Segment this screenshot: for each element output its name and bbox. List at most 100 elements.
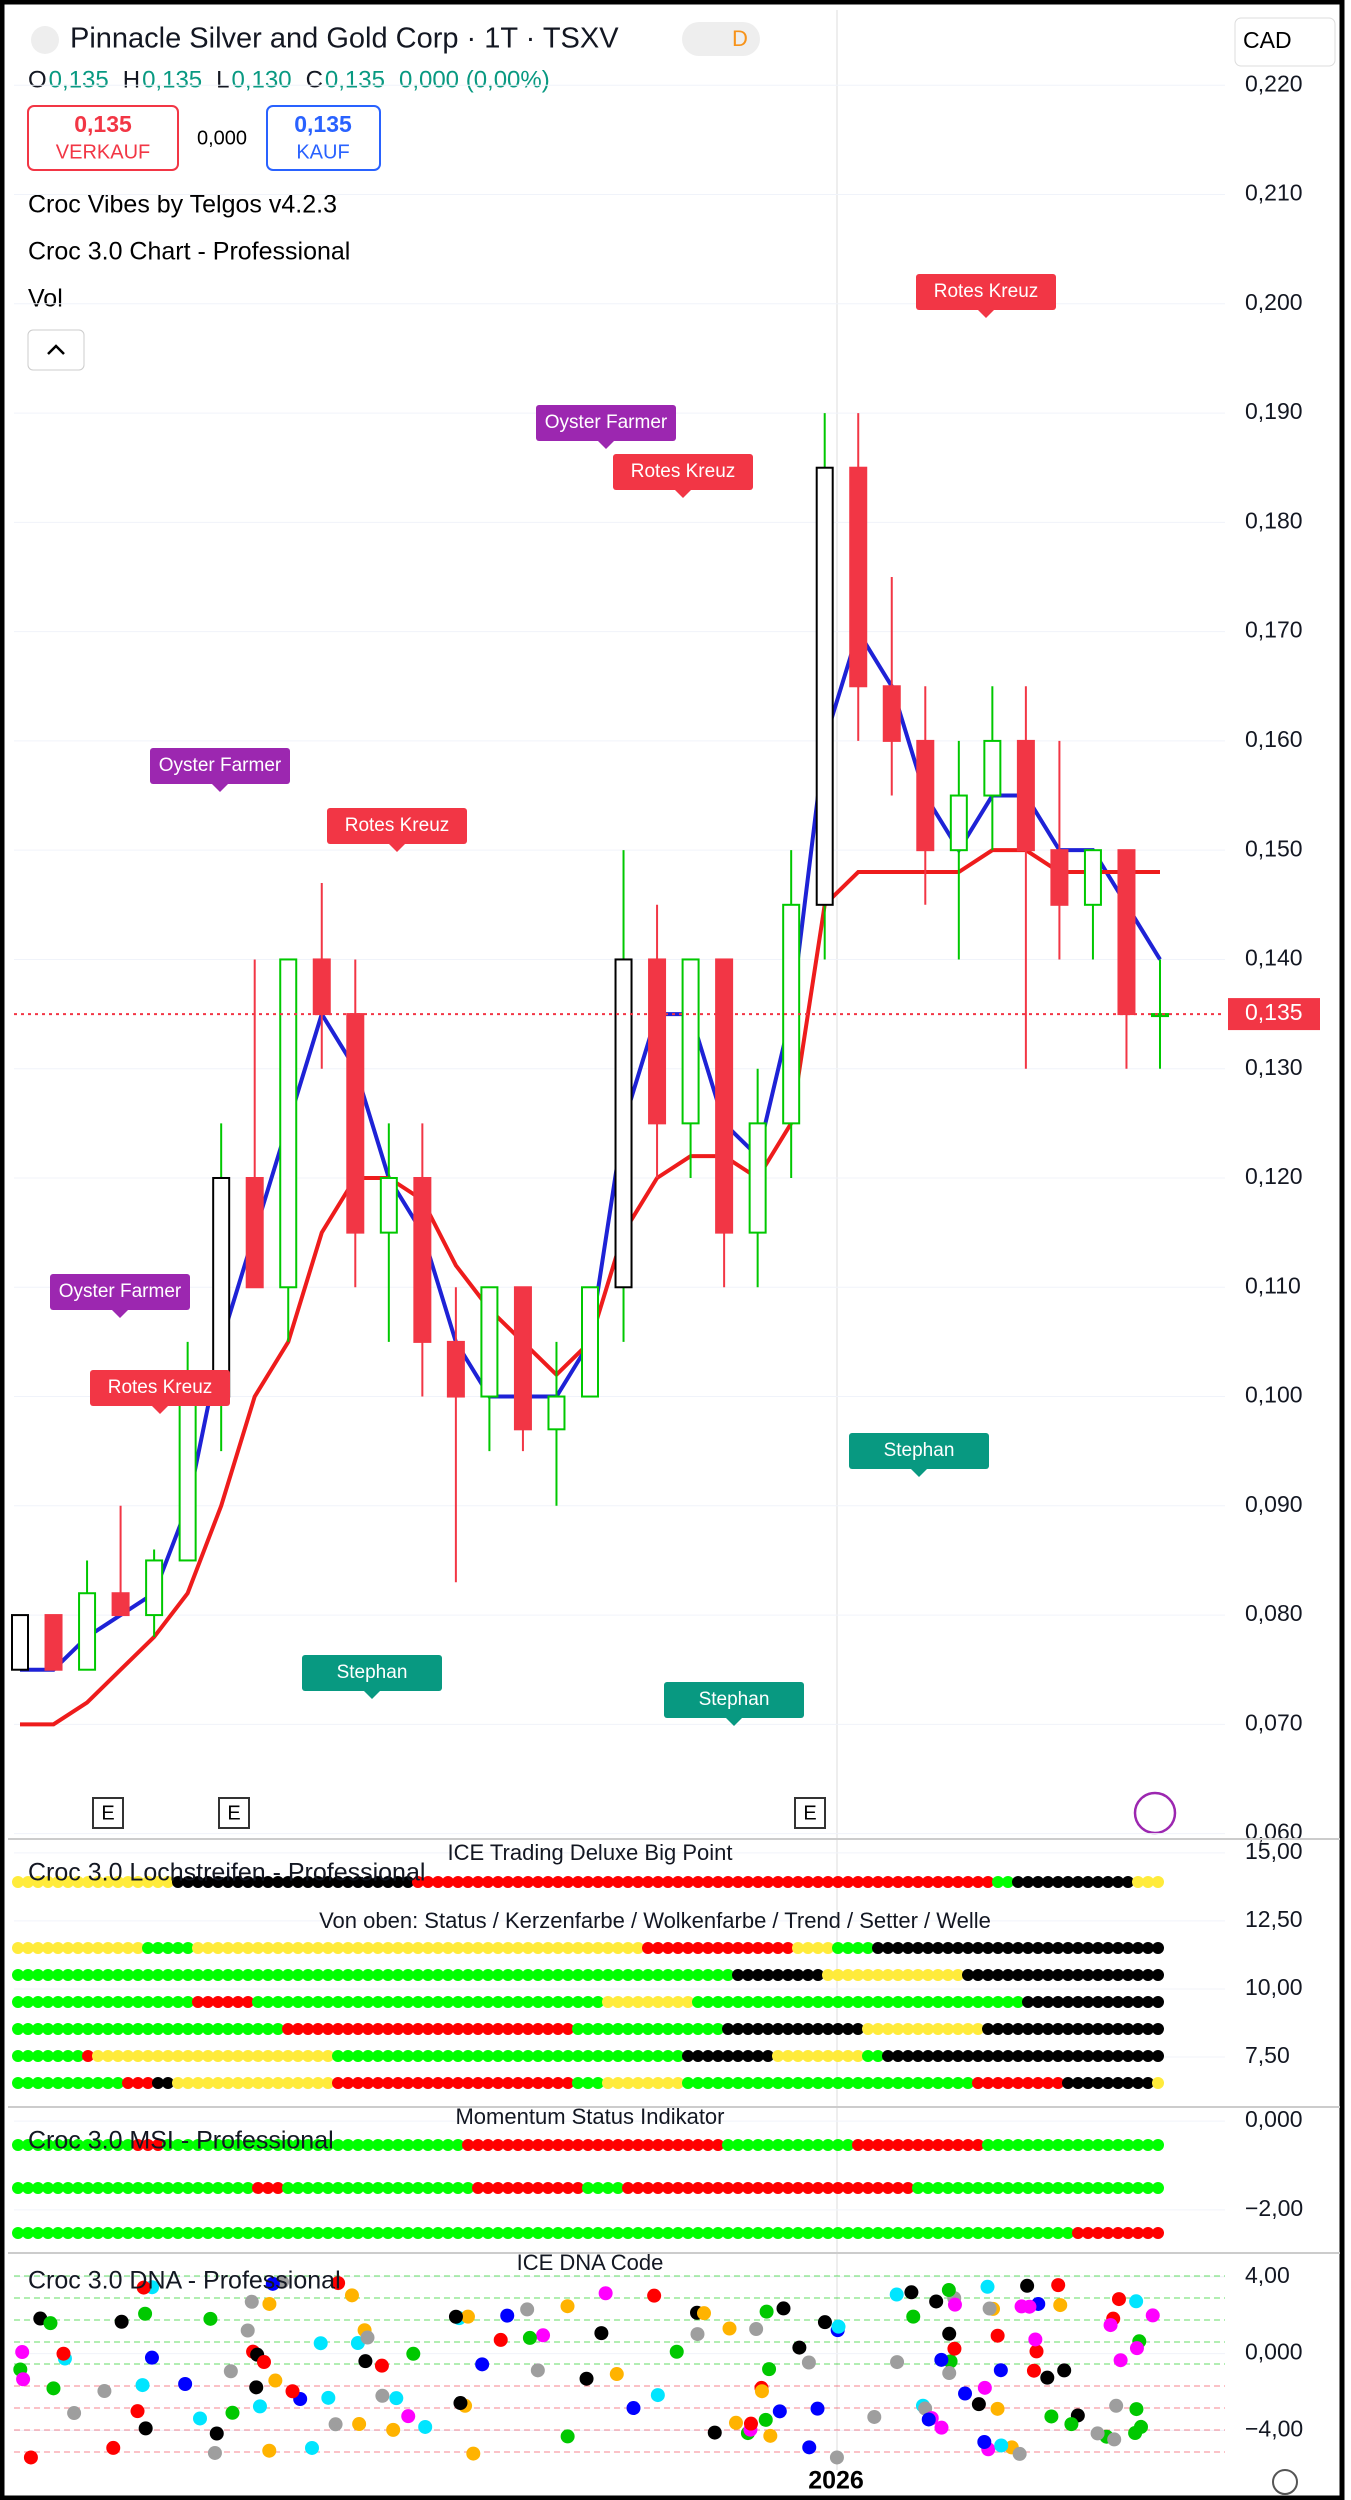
state-dot <box>292 2050 304 2062</box>
annotation: Rotes Kreuz <box>631 461 736 482</box>
state-dot <box>672 2139 684 2151</box>
state-dot <box>122 2023 134 2035</box>
y-tick-label: 0,070 <box>1245 1709 1303 1735</box>
state-dot <box>702 1996 714 2008</box>
state-dot <box>612 2023 624 2035</box>
state-dot <box>922 1876 934 1888</box>
dna-dot <box>728 2415 743 2430</box>
dna-dot <box>560 2299 575 2314</box>
state-dot <box>162 2139 174 2151</box>
state-dot <box>32 2077 44 2089</box>
annotation: Stephan <box>337 1662 408 1683</box>
state-dot <box>32 2023 44 2035</box>
state-dot <box>1112 2182 1124 2194</box>
state-dot <box>422 2182 434 2194</box>
state-dot <box>732 2050 744 2062</box>
state-dot <box>1102 1876 1114 1888</box>
state-dot <box>542 1942 554 1954</box>
state-dot <box>912 1969 924 1981</box>
state-dot <box>392 2023 404 2035</box>
currency-button[interactable] <box>1234 17 1336 67</box>
state-dot <box>322 1876 334 1888</box>
state-dot <box>42 1876 54 1888</box>
state-dot <box>292 1942 304 1954</box>
dna-dot <box>252 2399 267 2414</box>
state-dot <box>192 1996 204 2008</box>
state-dot <box>1112 1942 1124 1954</box>
y-tick-label: −4,00 <box>1245 2416 1303 2442</box>
dna-dot <box>1128 2426 1143 2441</box>
alert-icon[interactable] <box>1133 1791 1177 1835</box>
state-dot <box>512 1996 524 2008</box>
state-dot <box>942 1996 954 2008</box>
dna-dot <box>802 2440 817 2455</box>
state-dot <box>62 2139 74 2151</box>
state-dot <box>832 1996 844 2008</box>
dna-dot <box>990 2328 1005 2343</box>
state-dot <box>182 1969 194 1981</box>
state-dot <box>332 1942 344 1954</box>
state-dot <box>342 1876 354 1888</box>
state-dot <box>752 2050 764 2062</box>
state-dot <box>682 2139 694 2151</box>
dna-dot <box>207 2445 222 2460</box>
state-dot <box>862 2077 874 2089</box>
state-dot <box>62 2077 74 2089</box>
ohlc-value: 0,135 <box>325 66 385 93</box>
state-dot <box>592 2050 604 2062</box>
state-dot <box>332 2077 344 2089</box>
buy-button[interactable] <box>266 105 381 171</box>
state-dot <box>712 2139 724 2151</box>
state-dot <box>262 1876 274 1888</box>
dna-dot <box>352 2417 367 2432</box>
dna-dot <box>579 2371 594 2386</box>
settings-icon[interactable] <box>1272 2469 1298 2495</box>
state-dot <box>482 2050 494 2062</box>
state-dot <box>952 1942 964 1954</box>
state-dot <box>1152 2227 1164 2239</box>
state-dot <box>1142 2139 1154 2151</box>
annotation-box <box>849 1433 989 1469</box>
spread: 0,000 <box>197 127 247 149</box>
state-dot <box>312 1969 324 1981</box>
state-dot <box>632 2077 644 2089</box>
state-dot <box>642 2077 654 2089</box>
state-dot <box>1092 2182 1104 2194</box>
state-dot <box>672 1942 684 1954</box>
state-dot <box>1072 2182 1084 2194</box>
sell-button[interactable] <box>27 105 179 171</box>
state-dot <box>152 2050 164 2062</box>
state-dot <box>782 2023 794 2035</box>
state-dot <box>302 1942 314 1954</box>
state-dot <box>582 1876 594 1888</box>
state-dot <box>792 1996 804 2008</box>
state-dot <box>822 2227 834 2239</box>
state-dot <box>362 1942 374 1954</box>
y-tick-label: 12,50 <box>1245 1906 1303 1932</box>
state-dot <box>282 1996 294 2008</box>
dna-dot <box>1064 2417 1079 2432</box>
state-dot <box>882 2227 894 2239</box>
state-dot <box>1142 1876 1154 1888</box>
state-dot <box>722 2139 734 2151</box>
state-dot <box>322 2023 334 2035</box>
state-dot <box>402 2227 414 2239</box>
state-dot <box>582 2050 594 2062</box>
dna-dot <box>328 2417 343 2432</box>
state-dot <box>932 1996 944 2008</box>
state-dot <box>882 1996 894 2008</box>
state-dot <box>102 1969 114 1981</box>
earnings-box <box>794 1797 826 1829</box>
state-dot <box>622 2182 634 2194</box>
candle-body <box>849 466 868 688</box>
dna-dot <box>749 2322 764 2337</box>
state-dot <box>332 1876 344 1888</box>
state-dot <box>522 1942 534 1954</box>
state-dot <box>972 2227 984 2239</box>
state-dot <box>22 2077 34 2089</box>
state-dot <box>222 1942 234 1954</box>
state-dot <box>702 2182 714 2194</box>
candle-body <box>1050 849 1069 906</box>
collapse-button[interactable] <box>27 329 85 371</box>
state-dot <box>52 1996 64 2008</box>
